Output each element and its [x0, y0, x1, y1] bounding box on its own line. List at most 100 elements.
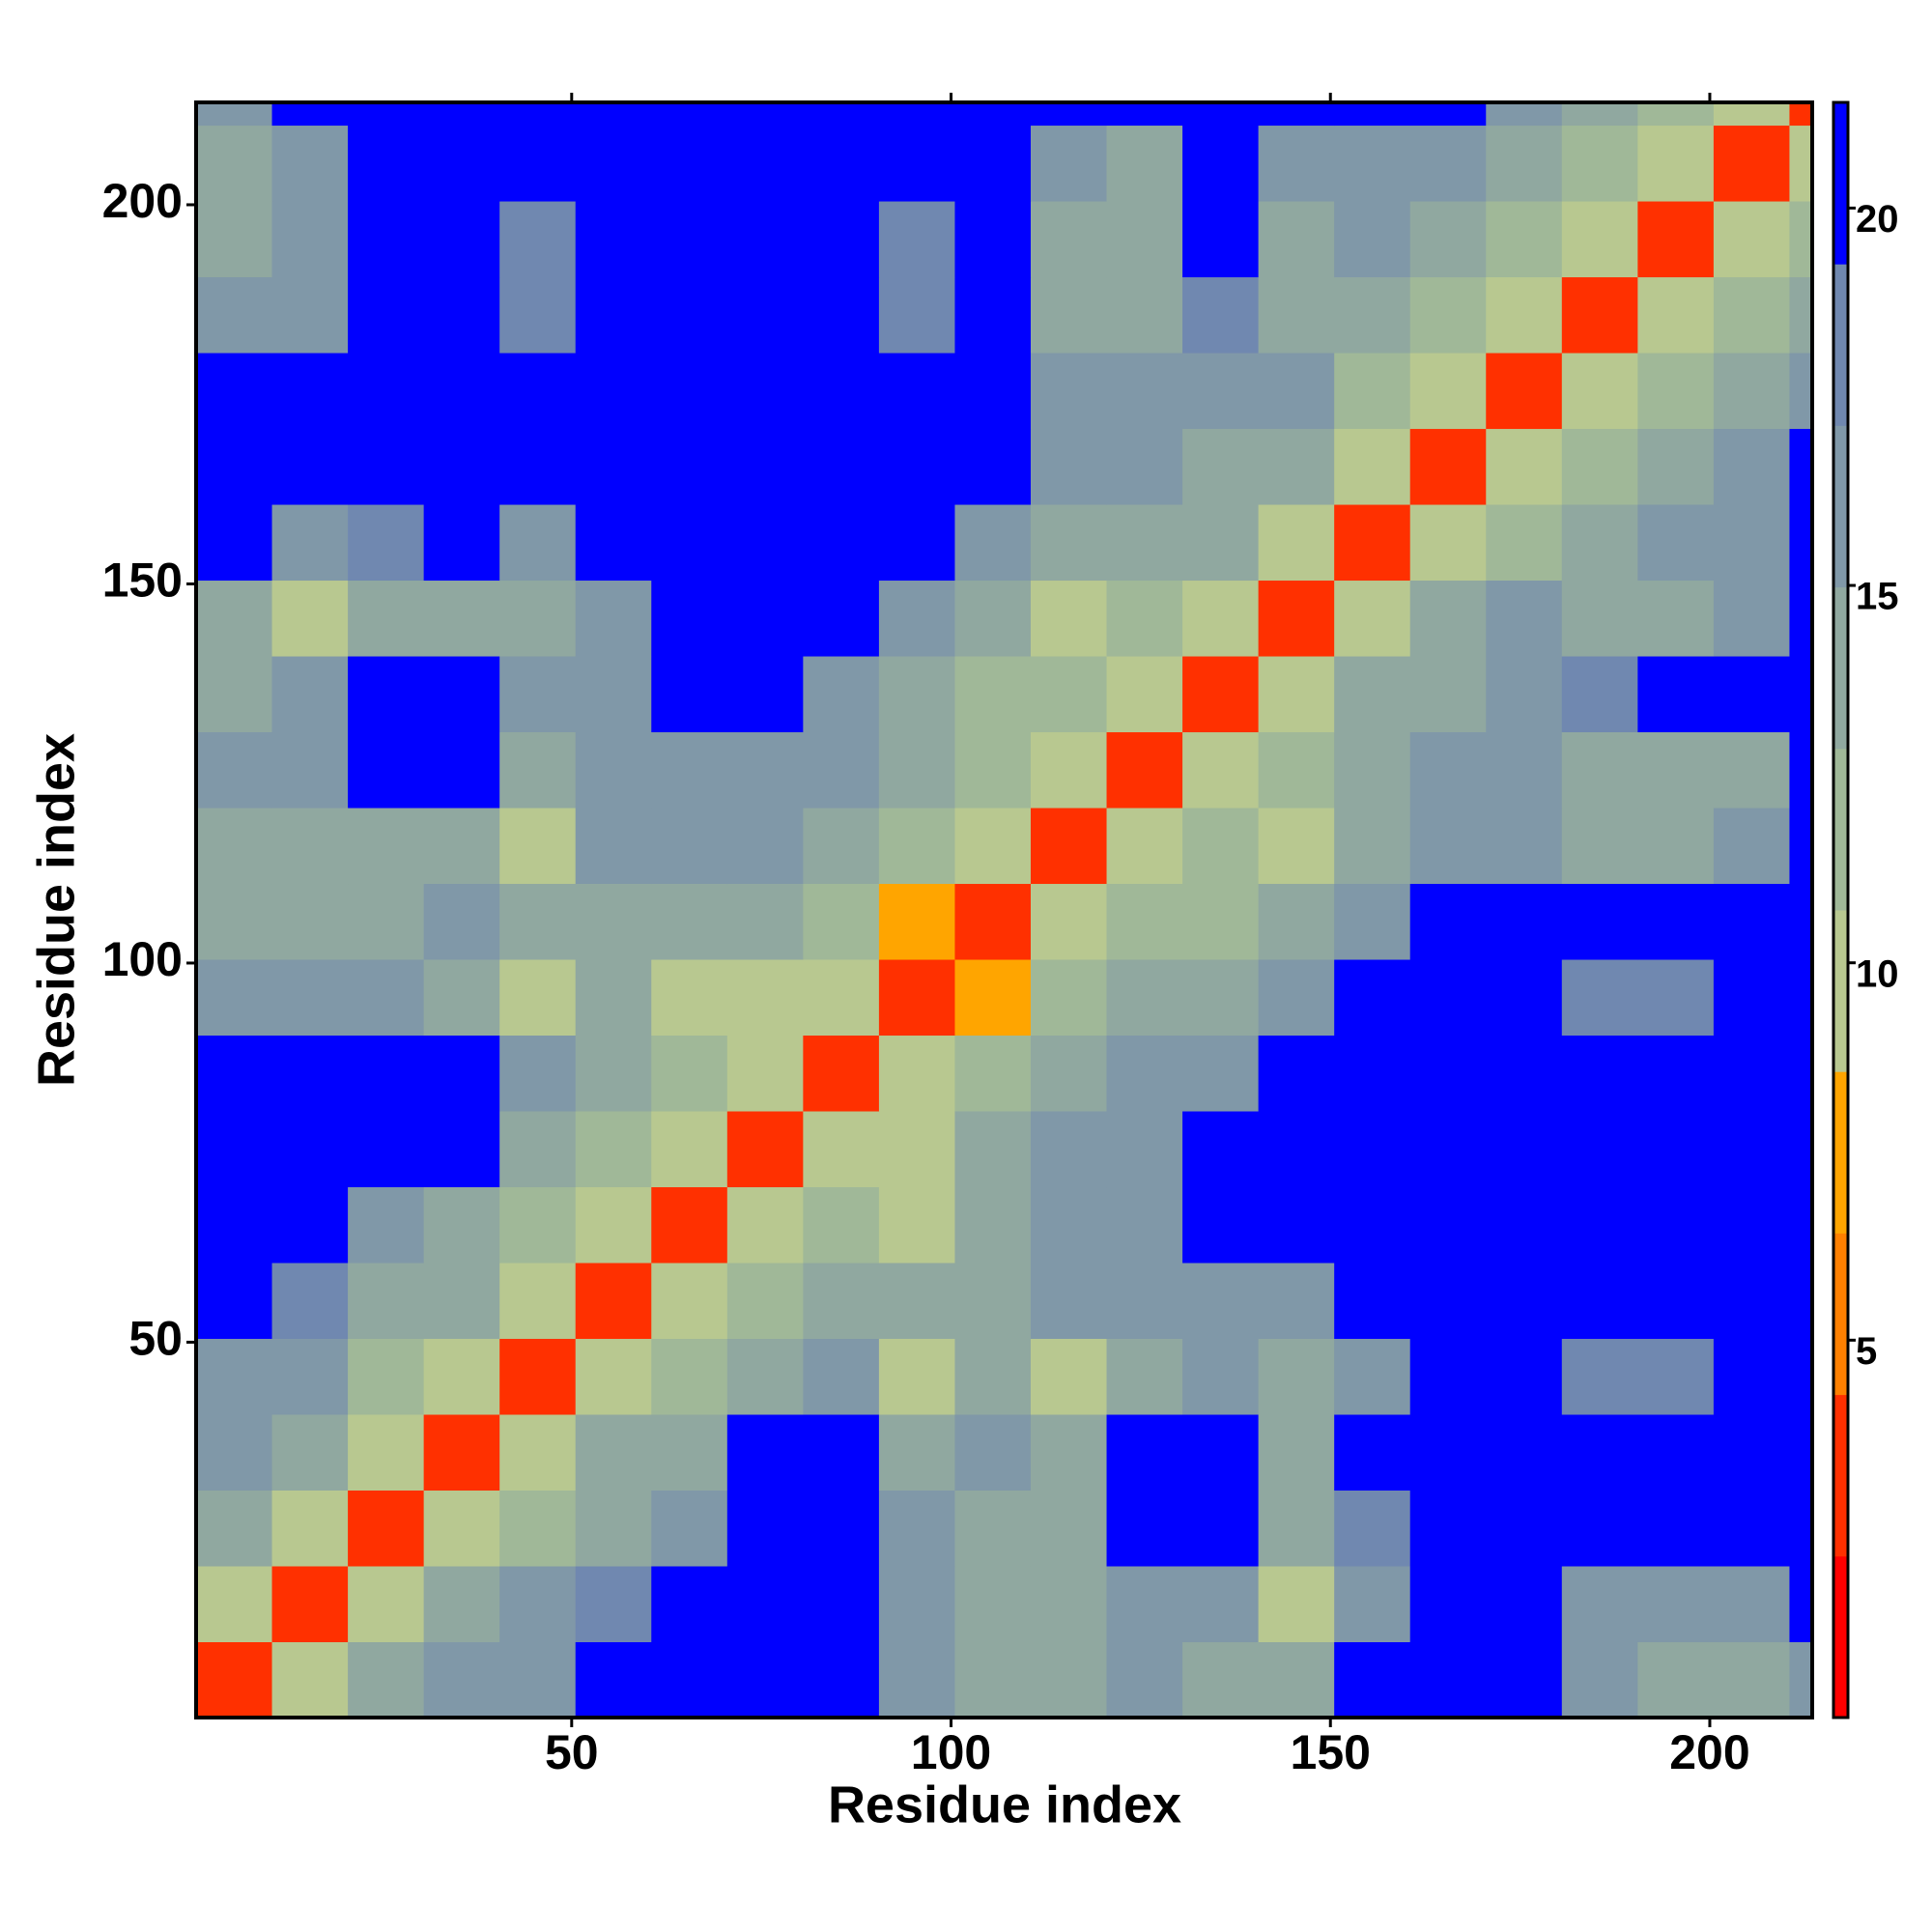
heatmap-cell	[1789, 1035, 1813, 1112]
heatmap-cell	[726, 102, 804, 127]
heatmap-cell	[1182, 1338, 1260, 1415]
heatmap-cell	[803, 1414, 880, 1492]
heatmap-cell	[651, 1414, 728, 1492]
heatmap-cell	[1258, 1111, 1335, 1188]
heatmap-cell	[1561, 276, 1638, 354]
heatmap-cell	[1258, 1338, 1335, 1415]
heatmap-cell	[499, 504, 577, 582]
heatmap-cell	[196, 731, 273, 809]
heatmap-cell	[803, 504, 880, 582]
heatmap-cell	[1258, 125, 1335, 202]
heatmap-cell	[954, 1566, 1032, 1643]
heatmap-cell	[1182, 1490, 1260, 1567]
heatmap-cell	[1334, 1566, 1411, 1643]
heatmap-cell	[1561, 1111, 1638, 1188]
heatmap-cell	[1561, 1414, 1638, 1492]
heatmap-cell	[726, 353, 804, 430]
colorbar-segment	[1833, 425, 1848, 588]
heatmap-cell	[1334, 1035, 1411, 1112]
heatmap-cell	[196, 125, 273, 202]
heatmap-cell	[1713, 1035, 1790, 1112]
heatmap-cell	[1486, 731, 1563, 809]
heatmap-cell	[348, 808, 425, 885]
colorbar-segment	[1833, 1555, 1848, 1719]
heatmap-cell	[1106, 1414, 1183, 1492]
heatmap-cell	[1030, 656, 1108, 733]
heatmap-cell	[651, 276, 728, 354]
heatmap-cell	[499, 1490, 577, 1567]
heatmap-cell	[1258, 428, 1335, 505]
heatmap-cell	[348, 125, 425, 202]
heatmap-cell	[803, 1035, 880, 1112]
heatmap-cell	[499, 353, 577, 430]
colorbar-segment	[1833, 1071, 1848, 1234]
heatmap-cell	[1789, 428, 1813, 505]
heatmap-cell	[423, 102, 500, 127]
heatmap-cell	[954, 656, 1032, 733]
heatmap-cell	[1713, 959, 1790, 1037]
heatmap-cell	[575, 1035, 652, 1112]
heatmap-cell	[803, 201, 880, 278]
heatmap-cell	[575, 959, 652, 1037]
heatmap-cell	[726, 580, 804, 657]
heatmap-cell	[1561, 883, 1638, 960]
heatmap-cell	[499, 808, 577, 885]
heatmap-cell	[1561, 102, 1638, 127]
heatmap-cell	[1789, 1263, 1813, 1340]
heatmap-cell	[499, 1111, 577, 1188]
heatmap-cell	[803, 102, 880, 127]
heatmap-cell	[1030, 1186, 1108, 1264]
heatmap-cell	[1182, 1186, 1260, 1264]
colorbar-tick-label: 15	[1856, 576, 1899, 618]
heatmap-cell	[348, 276, 425, 354]
heatmap-cell	[1561, 353, 1638, 430]
heatmap-cell	[954, 1641, 1032, 1719]
heatmap-cell	[1713, 1641, 1790, 1719]
heatmap-cell	[1182, 1263, 1260, 1340]
heatmap-cell	[1258, 959, 1335, 1037]
heatmap-cell	[1713, 1263, 1790, 1340]
heatmap-cell	[348, 428, 425, 505]
heatmap-cell	[575, 808, 652, 885]
heatmap-cell	[499, 883, 577, 960]
heatmap-cell	[651, 1035, 728, 1112]
heatmap-cell	[1637, 428, 1715, 505]
heatmap-cell	[1637, 731, 1715, 809]
heatmap-cell	[1561, 656, 1638, 733]
heatmap-cell	[878, 959, 955, 1037]
heatmap-cell	[726, 1111, 804, 1188]
heatmap-cell	[423, 1111, 500, 1188]
colorbar-segment	[1833, 102, 1848, 265]
heatmap-cell	[1789, 1338, 1813, 1415]
heatmap-cell	[1637, 959, 1715, 1037]
heatmap-cell	[423, 504, 500, 582]
heatmap-cell	[954, 504, 1032, 582]
heatmap-cell	[1258, 1263, 1335, 1340]
heatmap-cell	[803, 1263, 880, 1340]
heatmap-cell	[1106, 1263, 1183, 1340]
heatmap-cell	[1561, 201, 1638, 278]
heatmap-cell	[1334, 656, 1411, 733]
heatmap-cell	[878, 1035, 955, 1112]
heatmap-cell	[1030, 125, 1108, 202]
heatmap-cell	[1334, 959, 1411, 1037]
heatmap-cell	[271, 102, 349, 127]
heatmap-cell	[575, 1263, 652, 1340]
heatmap-cell	[499, 1414, 577, 1492]
heatmap-cell	[651, 1641, 728, 1719]
heatmap-cell	[1637, 580, 1715, 657]
heatmap-cell	[954, 1414, 1032, 1492]
heatmap-cell	[1106, 1338, 1183, 1415]
heatmap-cell	[1637, 201, 1715, 278]
heatmap-cell	[878, 883, 955, 960]
heatmap-cell	[1486, 428, 1563, 505]
heatmap-cell	[271, 353, 349, 430]
heatmap-cell	[423, 959, 500, 1037]
heatmap-cell	[271, 276, 349, 354]
heatmap-cell	[1409, 1641, 1487, 1719]
heatmap-cell	[1409, 808, 1487, 885]
heatmap-cell	[651, 1186, 728, 1264]
heatmap-cell	[1486, 1111, 1563, 1188]
heatmap-cell	[1182, 428, 1260, 505]
heatmap-cell	[954, 731, 1032, 809]
